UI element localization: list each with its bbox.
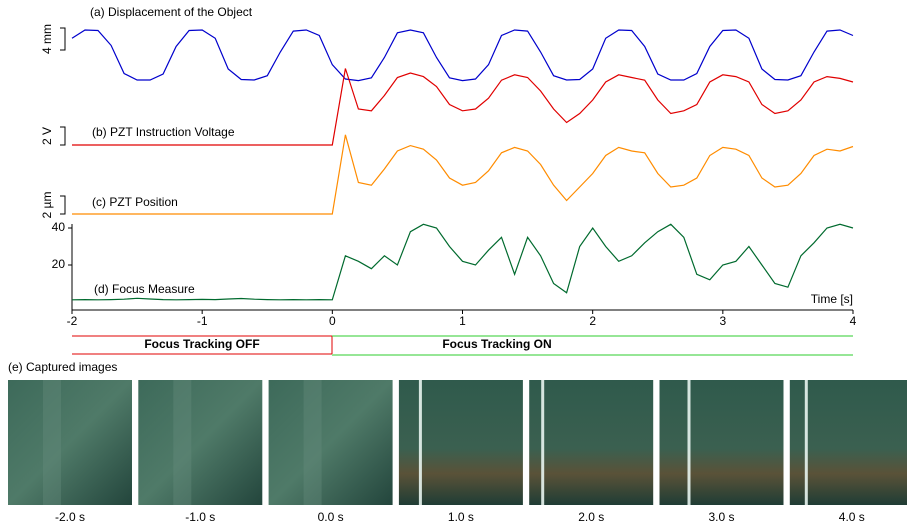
scale-bar-label: 4 mm xyxy=(40,24,54,54)
x-tick-label: -2 xyxy=(67,314,78,328)
image-feature xyxy=(173,380,192,505)
x-tick-label: -1 xyxy=(197,314,208,328)
captured-image xyxy=(398,380,523,505)
image-feature xyxy=(418,380,422,505)
image-label: 4.0 s xyxy=(839,510,865,524)
captured-image xyxy=(138,380,263,505)
x-tick-label: 4 xyxy=(850,314,857,328)
panel-title: (d) Focus Measure xyxy=(94,282,195,296)
image-label: -2.0 s xyxy=(55,510,85,524)
trace xyxy=(72,134,854,215)
panel-title: (b) PZT Instruction Voltage xyxy=(92,125,235,139)
scale-bar-label: 2 µm xyxy=(40,192,54,219)
trace xyxy=(72,68,854,146)
scale-bar xyxy=(60,27,66,51)
status-on: Focus Tracking ON xyxy=(442,337,551,351)
image-label: -1.0 s xyxy=(185,510,215,524)
scale-bar-label: 2 V xyxy=(40,127,54,145)
image-feature xyxy=(804,380,808,505)
panel-title: (a) Displacement of the Object xyxy=(90,5,253,19)
status-off: Focus Tracking OFF xyxy=(144,337,259,351)
image-label: 1.0 s xyxy=(448,510,474,524)
image-feature xyxy=(687,380,691,505)
captured-image xyxy=(659,380,784,505)
captured-image xyxy=(8,380,132,505)
image-feature xyxy=(541,380,545,505)
captured-image xyxy=(529,380,654,505)
images-title: (e) Captured images xyxy=(8,360,117,374)
image-label: 0.0 s xyxy=(318,510,344,524)
scale-bar xyxy=(60,195,66,215)
trace xyxy=(71,223,854,301)
scale-bar xyxy=(60,126,66,146)
y-tick-label: 40 xyxy=(52,220,66,234)
image-feature xyxy=(43,380,61,505)
image-label: 3.0 s xyxy=(708,510,734,524)
x-tick-label: 0 xyxy=(329,314,336,328)
x-tick-label: 2 xyxy=(589,314,596,328)
trace xyxy=(71,29,854,82)
y-tick-label: 20 xyxy=(52,257,66,271)
captured-image xyxy=(789,380,907,505)
captured-image xyxy=(268,380,393,505)
panel-title: (c) PZT Position xyxy=(92,195,178,209)
image-feature xyxy=(303,380,322,505)
image-label: 2.0 s xyxy=(578,510,604,524)
x-axis-label: Time [s] xyxy=(811,292,853,306)
x-tick-label: 1 xyxy=(459,314,466,328)
x-tick-label: 3 xyxy=(719,314,726,328)
